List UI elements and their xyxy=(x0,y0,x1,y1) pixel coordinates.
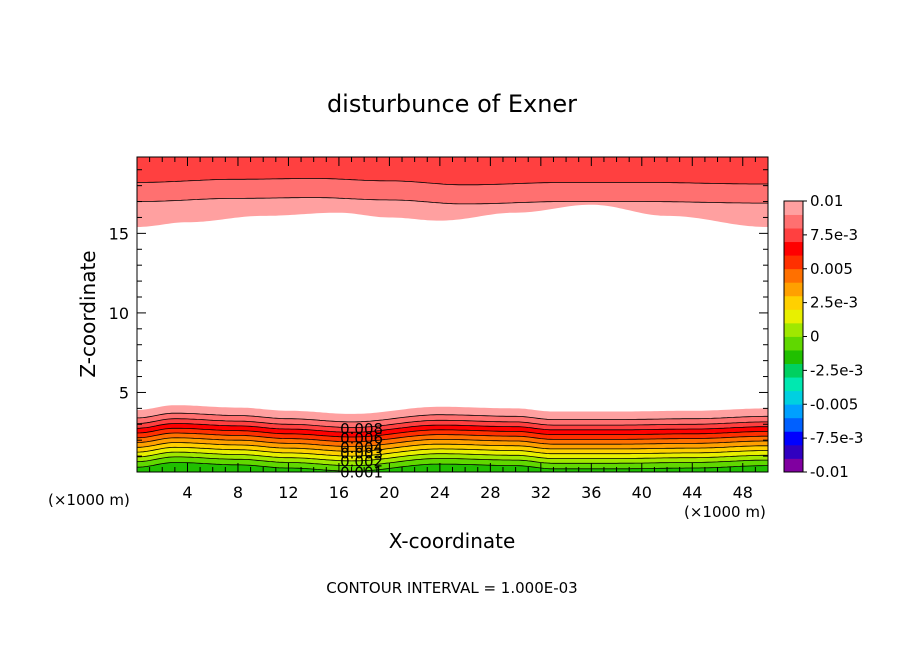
x-axis: 4 8 12 16 20 24 28 32 36 40 44 48 xyxy=(149,157,756,502)
colorbar-label: -2.5e-3 xyxy=(810,361,863,379)
x-axis-label: X-coordinate xyxy=(389,529,516,553)
x-unit-left: (×1000 m) xyxy=(48,491,130,509)
contour-line xyxy=(137,178,768,186)
contour-line xyxy=(137,432,768,443)
contour-label: 0.004 xyxy=(340,439,383,457)
x-tick-label: 4 xyxy=(182,483,192,502)
contour-label: 0.008 xyxy=(340,420,383,438)
colorbar-swatch xyxy=(784,309,803,324)
colorbar-swatch xyxy=(784,336,803,351)
colorbar-swatch xyxy=(784,214,803,229)
contour-line xyxy=(137,437,768,447)
y-tick-label: 10 xyxy=(109,304,129,323)
x-tick-label: 12 xyxy=(278,483,298,502)
x-tick-label: 32 xyxy=(531,483,551,502)
contour-label: 0.002 xyxy=(340,452,383,470)
x-tick-label: 44 xyxy=(682,483,702,502)
contour-line xyxy=(137,412,768,423)
colorbar-label: 0.01 xyxy=(810,192,843,210)
colorbar-swatch xyxy=(784,268,803,283)
y-tick-label: 15 xyxy=(109,224,129,243)
contour-label: 0.001 xyxy=(340,464,383,482)
colorbar-label: -0.005 xyxy=(810,395,858,413)
x-tick-label: 8 xyxy=(233,483,243,502)
contour-line xyxy=(137,456,768,466)
contour-label: 0.003 xyxy=(340,445,383,463)
colorbar-label: 0.005 xyxy=(810,260,853,278)
x-tick-label: 48 xyxy=(733,483,753,502)
contour-line xyxy=(137,427,768,438)
colorbar-swatch xyxy=(784,458,803,473)
contour-band xyxy=(137,197,768,227)
colorbar: 0.01 7.5e-3 0.005 2.5e-3 0 -2.5e-3 -0.005 -7.5e… xyxy=(783,192,863,481)
colorbar-swatch xyxy=(784,201,803,215)
colorbar-swatch xyxy=(784,444,803,459)
contour-line xyxy=(137,418,768,428)
colorbar-label: -7.5e-3 xyxy=(810,429,863,447)
colorbar-label: 0 xyxy=(810,328,820,346)
x-tick-label: 16 xyxy=(329,483,349,502)
x-unit-right: (×1000 m) xyxy=(684,503,766,521)
colorbar-label: 2.5e-3 xyxy=(810,294,858,312)
colorbar-swatch xyxy=(784,404,803,419)
contour-line xyxy=(137,446,768,457)
colorbar-swatch xyxy=(784,241,803,256)
colorbar-swatch xyxy=(784,350,803,364)
contour-line xyxy=(137,197,768,205)
y-axis-label: Z-coordinate xyxy=(76,250,100,377)
contour-line xyxy=(137,462,768,472)
colorbar-swatch xyxy=(784,282,803,297)
colorbar-label: -0.01 xyxy=(810,463,849,481)
contour-lines xyxy=(137,178,768,472)
colorbar-label: 7.5e-3 xyxy=(810,226,858,244)
x-tick-label: 28 xyxy=(480,483,500,502)
contour-interval-note: CONTOUR INTERVAL = 1.000E-03 xyxy=(326,579,577,597)
colorbar-swatch xyxy=(784,322,803,337)
x-tick-label: 20 xyxy=(379,483,399,502)
contour-band xyxy=(137,405,768,422)
contour-line xyxy=(137,423,768,433)
contour-line xyxy=(137,442,768,452)
colorbar-swatch xyxy=(784,377,803,392)
contour-label: 0.006 xyxy=(340,429,383,447)
contour-line xyxy=(137,451,768,462)
contour-band xyxy=(137,157,768,185)
x-tick-label: 40 xyxy=(632,483,652,502)
colorbar-swatch xyxy=(784,363,803,378)
colorbar-swatch xyxy=(784,295,803,310)
y-axis: 5 10 15 xyxy=(109,169,768,457)
colorbar-swatch xyxy=(784,417,803,432)
x-tick-label: 36 xyxy=(581,483,601,502)
contour-bands xyxy=(137,157,768,472)
x-tick-label: 24 xyxy=(430,483,450,502)
chart-title: disturbunce of Exner xyxy=(327,90,577,118)
colorbar-swatch xyxy=(784,431,803,446)
colorbar-swatch xyxy=(784,228,803,243)
colorbar-swatch xyxy=(784,255,803,270)
y-tick-label: 5 xyxy=(119,383,129,402)
colorbar-swatch xyxy=(784,390,803,405)
